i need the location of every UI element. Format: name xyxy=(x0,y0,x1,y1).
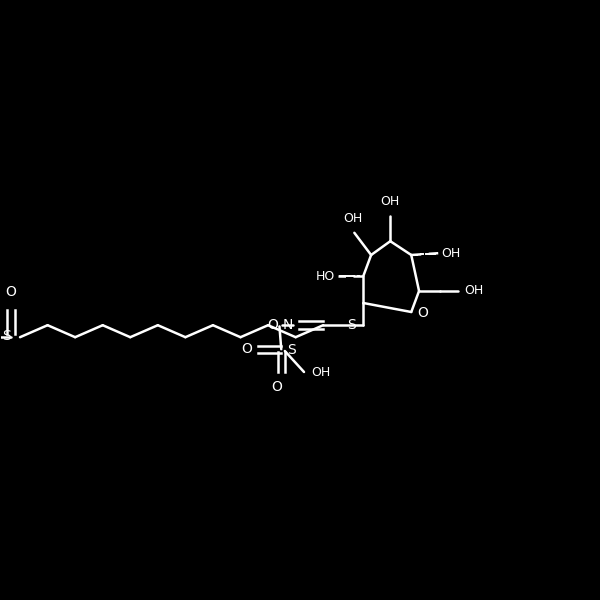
Text: S: S xyxy=(347,318,356,332)
Text: O: O xyxy=(5,286,16,299)
Text: O: O xyxy=(271,380,282,394)
Text: O: O xyxy=(417,306,428,320)
Text: OH: OH xyxy=(441,247,460,260)
Text: HO: HO xyxy=(316,269,335,283)
Text: OH: OH xyxy=(343,212,362,225)
Text: OH: OH xyxy=(311,365,331,379)
Text: OH: OH xyxy=(464,284,483,298)
Text: O: O xyxy=(242,342,253,356)
Text: O: O xyxy=(267,318,278,332)
Text: N: N xyxy=(283,317,293,332)
Text: OH: OH xyxy=(380,195,400,208)
Text: S: S xyxy=(287,343,296,358)
Text: S: S xyxy=(2,329,11,343)
